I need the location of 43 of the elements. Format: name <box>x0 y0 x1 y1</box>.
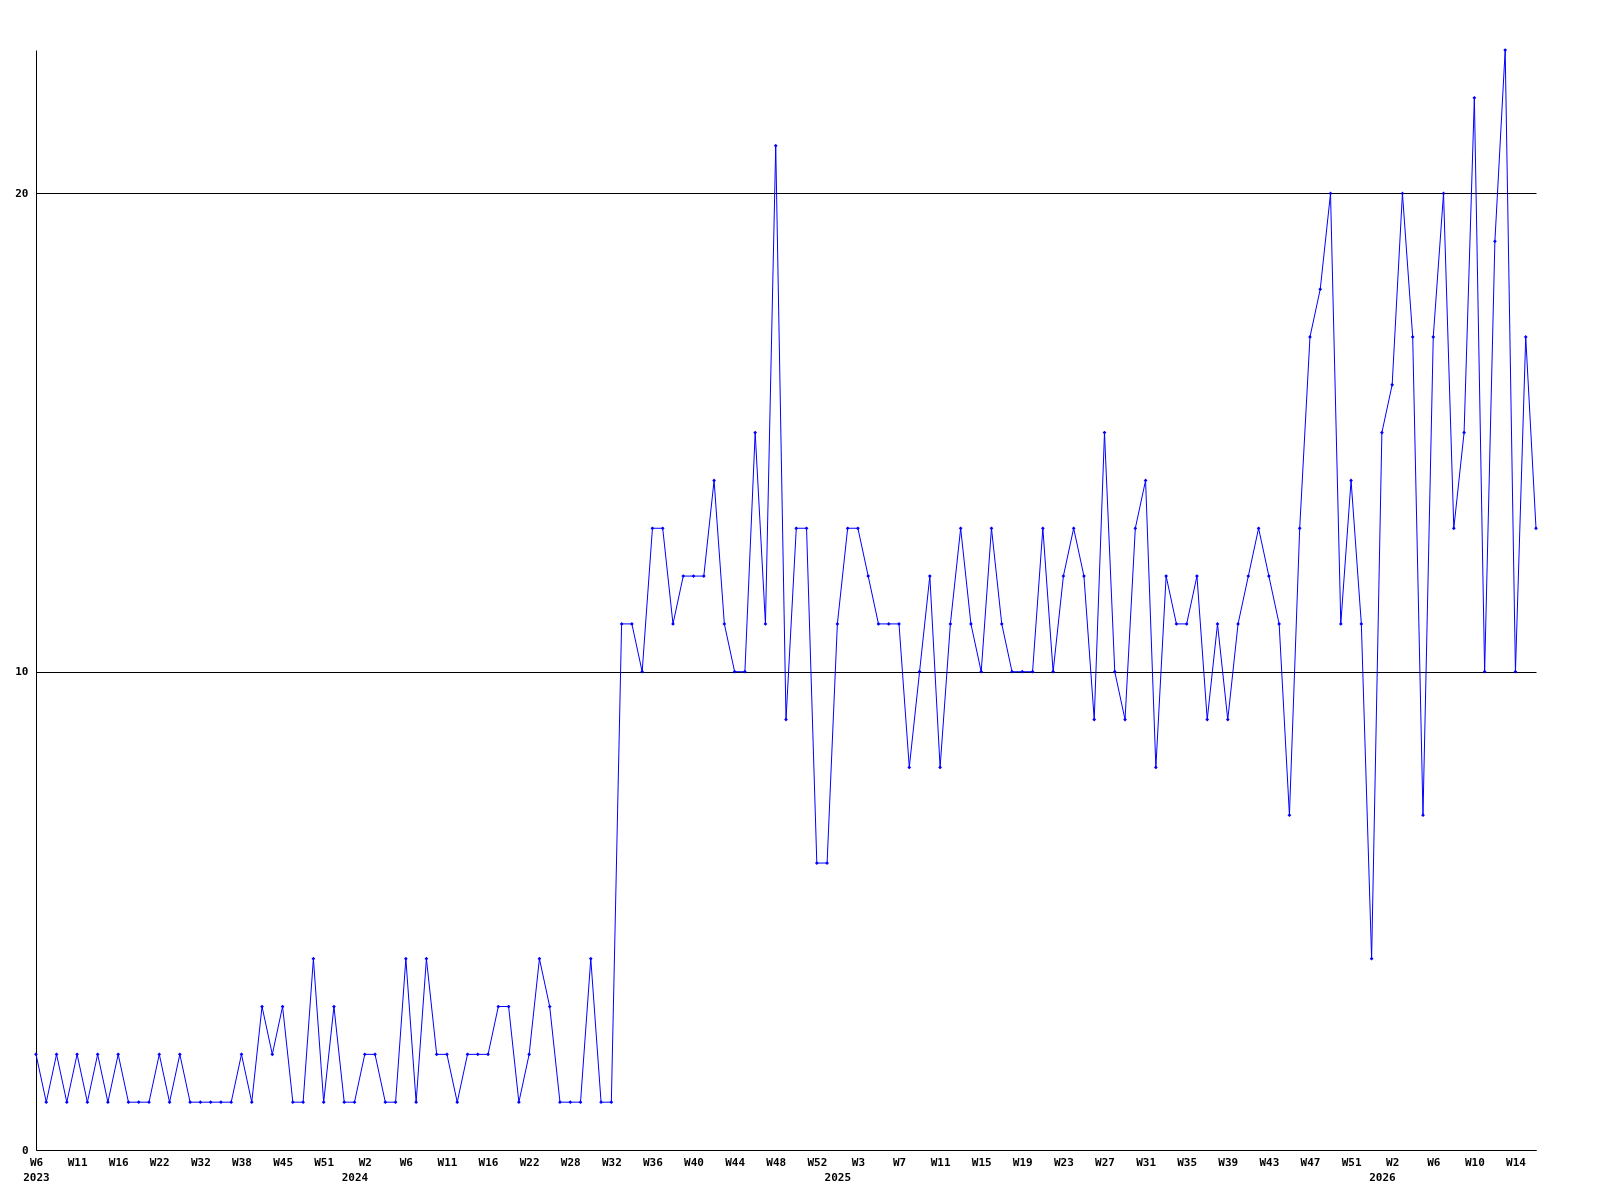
x-tick-label: W15 <box>971 1155 992 1169</box>
x-tick-label: W11 <box>67 1155 88 1169</box>
x-tick-label: W31 <box>1136 1155 1157 1169</box>
x-tick-label: W2 <box>358 1155 372 1169</box>
x-tick-label: W28 <box>560 1155 581 1169</box>
x-tick-label: W2 <box>1386 1155 1400 1169</box>
x-tick-label: W44 <box>725 1155 746 1169</box>
y-tick-label: 0 <box>21 1143 29 1157</box>
x-tick-label: W52 <box>807 1155 828 1169</box>
x-tick-label: W22 <box>149 1155 170 1169</box>
x-tick-label: W6 <box>1427 1155 1441 1169</box>
x-tick-label: W27 <box>1095 1155 1115 1169</box>
x-tick-label: W7 <box>892 1155 907 1169</box>
x-tick-label: W19 <box>1012 1155 1033 1169</box>
x-tick-label: W10 <box>1464 1155 1485 1169</box>
x-tick-label: W14 <box>1506 1155 1527 1169</box>
x-tick-label: 2026 <box>1369 1170 1397 1184</box>
x-tick-label: W43 <box>1259 1155 1280 1169</box>
x-tick-label: W45 <box>273 1155 294 1169</box>
x-tick-label: W11 <box>930 1155 951 1169</box>
x-tick-label: W6 2023 <box>23 1155 50 1184</box>
x-tick-label: W36 <box>643 1155 664 1169</box>
x-tick-label: W22 <box>519 1155 540 1169</box>
x-tick-label: W40 <box>684 1155 704 1169</box>
x-tick-label: W35 <box>1177 1155 1198 1169</box>
x-tick-label: W47 <box>1300 1155 1321 1169</box>
x-tick-label: W32 <box>190 1155 211 1169</box>
x-tick-label: W23 <box>1053 1155 1074 1169</box>
x-tick-label: W51 <box>314 1155 335 1169</box>
x-tick-label: W3 <box>851 1155 866 1169</box>
x-tick-label: W38 <box>232 1155 252 1169</box>
x-tick-label: W16 <box>478 1155 499 1169</box>
x-tick-label: W51 <box>1341 1155 1362 1169</box>
x-tick-label: W16 <box>108 1155 129 1169</box>
x-tick-label: W6 <box>399 1155 414 1169</box>
x-tick-label: W39 <box>1218 1155 1239 1169</box>
y-tick-label: 20 <box>15 186 29 200</box>
x-tick-label: 2025 <box>824 1170 852 1184</box>
y-tick-label: 10 <box>15 665 29 679</box>
x-tick-label: 2024 <box>341 1170 369 1184</box>
x-tick-label: W48 <box>766 1155 787 1169</box>
x-tick-label: W11 <box>437 1155 458 1169</box>
x-tick-label: W32 <box>601 1155 622 1169</box>
